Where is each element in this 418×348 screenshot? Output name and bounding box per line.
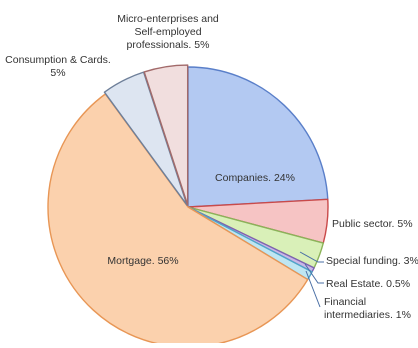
pie-slice [143,64,189,206]
slice-label-line: Real Estate. 0.5% [326,278,410,290]
slice-label-line: 5% [50,67,65,79]
slice-label: Micro-enterprises and Self-employed profes… [117,13,219,51]
leader-line [305,270,321,308]
slice-label: Real Estate. 0.5% [326,278,410,290]
slice-label: Companies. 24% [215,172,295,184]
slice-label-line: Consumption & Cards. [5,54,111,66]
leader-line [304,263,324,284]
slice-label: Mortgage. 56% [107,255,178,267]
slice-label-line: Mortgage. 56% [107,255,178,267]
slice-label-line: Financial [324,296,366,308]
slice-label: Public sector. 5% [332,218,413,230]
slice-label-line: intermediaries. 1% [324,309,411,321]
slice-label-line: Self-employed [134,26,201,38]
slice-label-line: Special funding. 3% [326,255,418,267]
slice-label-line: Companies. 24% [215,172,295,184]
leader-line [299,251,324,263]
slice-label-line: professionals. 5% [127,39,210,51]
slice-label-line: Public sector. 5% [332,218,413,230]
slice-label: Special funding. 3% [326,255,418,267]
slice-label-line: Micro-enterprises and [117,13,219,25]
slice-label: Consumption & Cards. 5% [5,54,111,79]
pie-slice [187,66,329,208]
slice-label: Financial intermediaries. 1% [324,296,411,321]
pie-slice [47,93,309,348]
